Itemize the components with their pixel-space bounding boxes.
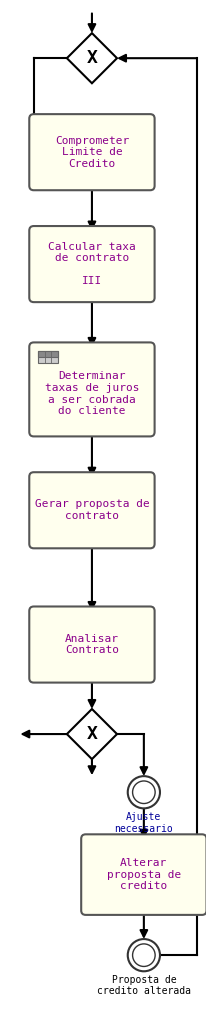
FancyBboxPatch shape	[29, 227, 155, 302]
Text: Calcular taxa
de contrato

III: Calcular taxa de contrato III	[48, 242, 136, 286]
FancyBboxPatch shape	[38, 352, 58, 363]
Text: X: X	[87, 49, 97, 68]
FancyBboxPatch shape	[38, 352, 58, 357]
Circle shape	[128, 776, 160, 809]
Circle shape	[128, 939, 160, 972]
Text: Proposta de
credito alterada: Proposta de credito alterada	[97, 975, 191, 996]
FancyBboxPatch shape	[29, 607, 155, 683]
Text: Ajuste
necessario: Ajuste necessario	[115, 812, 173, 833]
Circle shape	[133, 781, 155, 804]
FancyBboxPatch shape	[29, 473, 155, 548]
FancyBboxPatch shape	[81, 834, 207, 915]
FancyBboxPatch shape	[29, 114, 155, 191]
Polygon shape	[67, 709, 117, 760]
Text: Comprometer
Limite de
Credito: Comprometer Limite de Credito	[55, 135, 129, 169]
Circle shape	[133, 944, 155, 967]
Text: Analisar
Contrato: Analisar Contrato	[65, 633, 119, 655]
Polygon shape	[67, 33, 117, 83]
Text: Determinar
taxas de juros
a ser cobrada
do cliente: Determinar taxas de juros a ser cobrada …	[45, 371, 139, 416]
Text: Alterar
proposta de
credito: Alterar proposta de credito	[107, 858, 181, 891]
FancyBboxPatch shape	[29, 342, 155, 437]
Text: X: X	[87, 725, 97, 743]
Text: Gerar proposta de
contrato: Gerar proposta de contrato	[35, 499, 149, 521]
